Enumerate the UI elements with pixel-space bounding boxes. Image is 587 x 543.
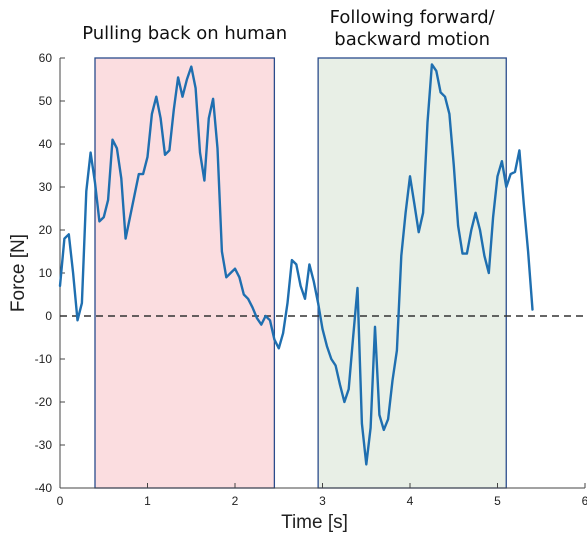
y-tick-label: -30	[35, 438, 53, 452]
x-tick-label: 0	[57, 494, 64, 508]
x-tick-label: 4	[407, 494, 414, 508]
x-axis-title: Time [s]	[281, 512, 348, 533]
region-label-1-line-0: Following forward/	[330, 7, 496, 28]
x-tick-label: 2	[232, 494, 239, 508]
y-tick-label: 50	[39, 94, 53, 108]
force-series-line	[58, 63, 534, 466]
y-tick-label: 30	[39, 180, 53, 194]
region-box-1	[317, 57, 507, 489]
y-tick-label: -10	[35, 352, 53, 366]
x-tick-label: 5	[494, 494, 501, 508]
x-tick-label: 6	[582, 494, 587, 508]
x-tick-label: 1	[144, 494, 151, 508]
region-label-1-line-1: backward motion	[334, 29, 490, 50]
y-tick-label: -20	[35, 395, 53, 409]
region-box-0	[94, 57, 276, 489]
y-tick-label: -40	[35, 481, 53, 495]
y-tick-label: 60	[39, 51, 53, 65]
y-axis-title: Force [N]	[8, 234, 29, 312]
y-tick-label: 10	[39, 266, 53, 280]
y-tick-label: 40	[39, 137, 53, 151]
region-label-0-line-0: Pulling back on human	[82, 23, 287, 44]
x-tick-label: 3	[319, 494, 326, 508]
y-tick-label: 0	[45, 309, 52, 323]
y-tick-label: 20	[39, 223, 53, 237]
